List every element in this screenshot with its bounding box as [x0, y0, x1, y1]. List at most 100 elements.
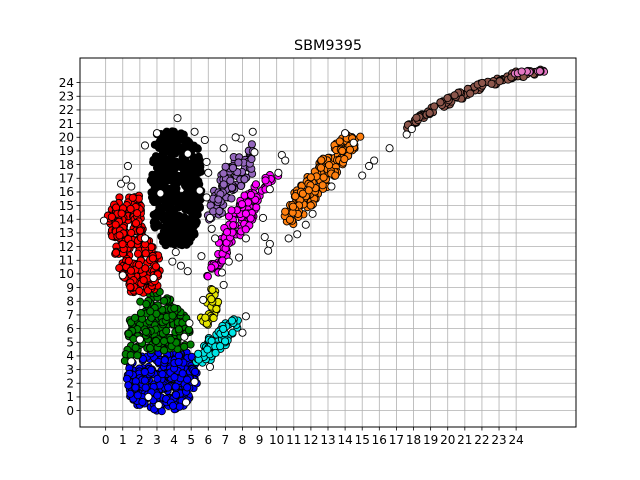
cluster-point	[221, 162, 230, 171]
cluster-point	[285, 215, 294, 224]
y-tick-label: 23	[59, 90, 74, 104]
x-tick-label: 3	[153, 433, 161, 447]
x-tick-label: 15	[355, 433, 370, 447]
noise-point	[250, 148, 259, 157]
noise-point	[207, 224, 216, 233]
noise-point	[144, 392, 153, 401]
cluster-point	[128, 193, 137, 202]
cluster-point	[212, 304, 221, 314]
cluster-point	[131, 343, 140, 352]
noise-point	[358, 171, 367, 180]
cluster-point	[135, 286, 144, 296]
cluster-point	[478, 78, 487, 87]
y-tick-label: 6	[66, 322, 74, 336]
cluster-point	[207, 295, 216, 304]
cluster-point	[180, 342, 189, 351]
y-tick-label: 11	[59, 254, 74, 268]
noise-point	[211, 234, 220, 243]
x-tick-label: 8	[239, 433, 247, 447]
cluster-point	[158, 150, 167, 159]
noise-point	[99, 216, 108, 225]
cluster-point	[118, 240, 127, 249]
x-tick-label: 9	[256, 433, 264, 447]
cluster-point	[134, 260, 143, 269]
y-tick-label: 2	[66, 377, 74, 391]
cluster-point	[228, 328, 237, 337]
cluster-point	[131, 383, 140, 392]
noise-point	[265, 239, 274, 248]
cluster-point	[169, 401, 178, 410]
cluster-point	[193, 161, 202, 170]
cluster-point	[466, 89, 475, 98]
cluster-point	[443, 94, 452, 103]
x-tick-label: 1	[119, 433, 127, 447]
cluster-point	[146, 307, 155, 316]
y-tick-label: 18	[59, 158, 74, 172]
noise-point	[327, 182, 336, 191]
cluster-point	[178, 369, 187, 378]
cluster-point	[183, 383, 192, 392]
x-tick-label: 22	[474, 433, 489, 447]
x-tick-label: 0	[102, 433, 110, 447]
noise-point	[171, 248, 180, 257]
cluster-point	[117, 209, 126, 218]
noise-point	[197, 252, 206, 261]
cluster-point	[158, 134, 167, 143]
cluster-point	[289, 202, 298, 211]
y-tick-label: 20	[59, 131, 74, 145]
cluster-point	[166, 203, 175, 212]
noise-point	[118, 271, 127, 280]
cluster-point	[172, 157, 181, 166]
cluster-point	[340, 155, 349, 164]
noise-point	[180, 332, 189, 341]
cluster-point	[191, 367, 200, 376]
cluster-point	[174, 325, 183, 334]
y-tick-label: 21	[59, 117, 74, 131]
cluster-point	[227, 206, 236, 215]
cluster-point	[298, 189, 307, 198]
cluster-point	[141, 249, 150, 258]
cluster-point	[157, 232, 166, 241]
noise-point	[219, 144, 228, 153]
x-tick-label: 21	[457, 433, 472, 447]
cluster-point	[188, 228, 198, 237]
x-tick-label: 7	[222, 433, 230, 447]
cluster-point	[177, 163, 186, 172]
cluster-point	[147, 193, 157, 202]
cluster-point	[171, 382, 180, 391]
cluster-point	[184, 325, 193, 334]
x-tick-label: 2	[136, 433, 144, 447]
noise-point	[183, 149, 192, 158]
noise-point	[205, 362, 215, 371]
cluster-point	[184, 219, 193, 228]
cluster-point	[171, 149, 180, 158]
x-tick-label: 13	[320, 433, 335, 447]
noise-point	[241, 312, 250, 321]
noise-point	[140, 141, 150, 150]
cluster-point	[495, 77, 504, 86]
y-tick-label: 3	[66, 363, 74, 377]
cluster-point	[160, 356, 169, 365]
x-tick-label: 18	[406, 433, 421, 447]
noise-point	[341, 129, 350, 138]
cluster-point	[153, 391, 162, 400]
cluster-point	[281, 207, 290, 216]
cluster-point	[115, 231, 124, 240]
cluster-point	[177, 129, 186, 138]
noise-point	[152, 129, 162, 138]
y-tick-label: 7	[66, 308, 74, 322]
cluster-point	[139, 276, 148, 285]
cluster-point	[182, 189, 191, 198]
cluster-point	[126, 240, 136, 249]
cluster-point	[203, 345, 212, 354]
noise-point	[284, 234, 293, 243]
noise-point	[127, 357, 136, 366]
cluster-point	[211, 348, 220, 357]
y-tick-label: 17	[59, 172, 74, 186]
noise-point	[349, 138, 358, 147]
noise-point	[385, 144, 394, 153]
cluster-point	[170, 132, 179, 141]
x-tick-label: 10	[269, 433, 284, 447]
cluster-point	[436, 98, 445, 107]
